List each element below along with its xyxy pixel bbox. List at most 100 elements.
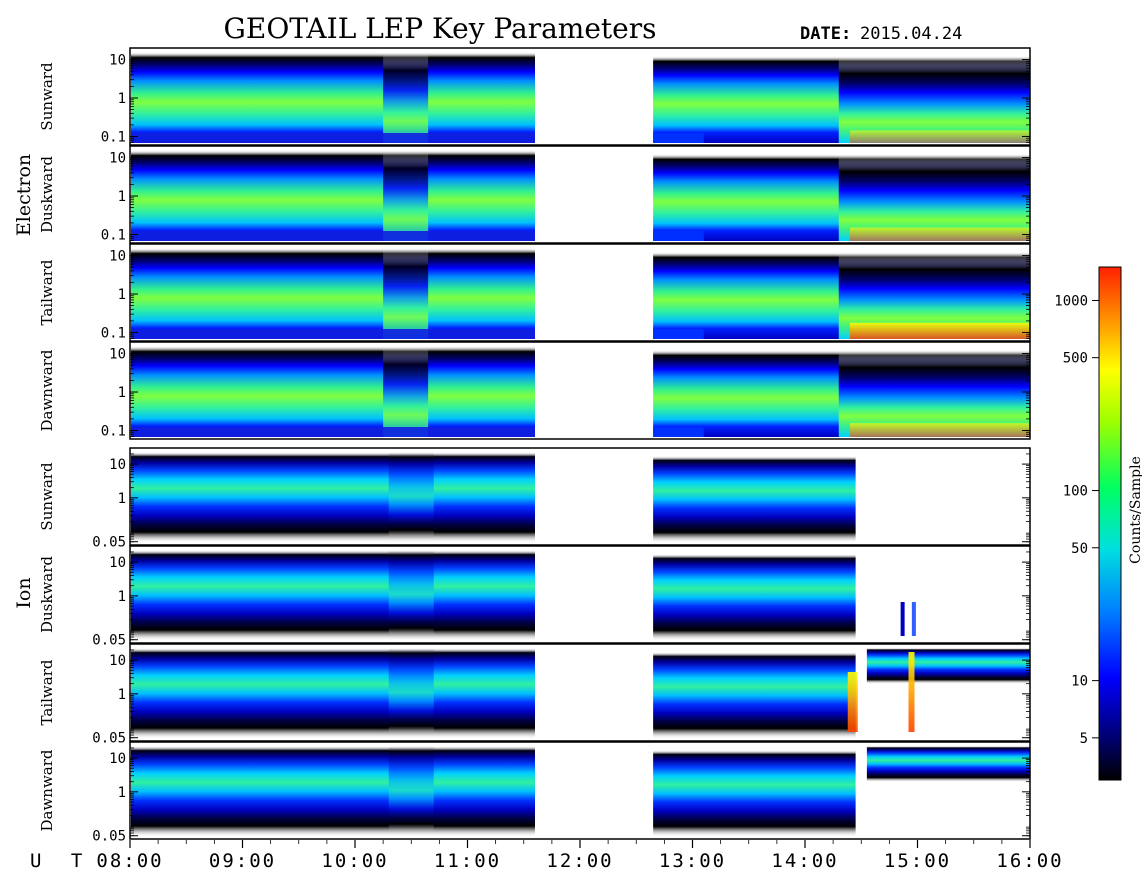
time-tick-label: 12:00 xyxy=(546,850,613,872)
energy-tick-label: 10 xyxy=(109,555,126,571)
colorbar-tick-label: 100 xyxy=(1063,484,1088,500)
high-energy-band xyxy=(866,648,1030,684)
direction-label: Duskward xyxy=(38,556,56,633)
low-energy-strip-2 xyxy=(653,329,704,339)
low-energy-strip xyxy=(131,427,535,437)
hot-flux-spike xyxy=(847,672,858,732)
colorbar-label: Counts/Sample xyxy=(1128,456,1142,564)
energy-tick-label: 1 xyxy=(118,491,126,507)
spectrogram-dip xyxy=(383,248,429,339)
colorbar-scale xyxy=(1098,266,1122,781)
low-energy-strip xyxy=(131,231,535,241)
date-label: DATE: xyxy=(800,24,851,44)
energy-tick-label: 1 xyxy=(118,91,126,107)
time-tick-label: 09:00 xyxy=(209,850,276,872)
time-tick-label: 14:00 xyxy=(771,850,838,872)
energy-tick-label: 10 xyxy=(109,249,126,265)
spectrogram-segment-1 xyxy=(131,52,535,143)
energy-tick-label: 0.1 xyxy=(101,227,126,243)
colorbar-tick-label: 500 xyxy=(1063,351,1088,367)
chart-title: GEOTAIL LEP Key Parameters xyxy=(224,12,657,45)
direction-label: Tailward xyxy=(38,259,56,325)
spectrogram-dip xyxy=(388,746,434,831)
panel-electron-duskward: 10 1 0.1 Duskward xyxy=(38,145,1031,244)
spectrogram-segment-1 xyxy=(131,452,535,543)
spectrogram-segment-3 xyxy=(838,350,1030,437)
energy-tick-label: 0.1 xyxy=(101,129,126,145)
colorbar-tick-label: 50 xyxy=(1071,541,1088,557)
direction-label: Duskward xyxy=(38,156,56,233)
direction-label: Sunward xyxy=(38,462,56,531)
date-value: 2015.04.24 xyxy=(860,24,962,44)
energy-tick-label: 1 xyxy=(118,287,126,303)
direction-label: Dawnward xyxy=(38,749,56,831)
energy-tick-label: 0.1 xyxy=(101,423,126,439)
energy-tick-label: 1 xyxy=(118,785,126,801)
energy-tick-label: 10 xyxy=(109,347,126,363)
hot-flux-spike-2 xyxy=(908,652,915,732)
spectrogram-dip xyxy=(388,452,434,537)
low-energy-strip xyxy=(131,329,535,339)
spectrogram-segment-2 xyxy=(653,456,856,543)
time-axis: U T 08:00 09:00 10:00 11:00 12:00 13:00 14:00 1… xyxy=(30,840,1063,872)
spectrogram-segment-1 xyxy=(131,150,535,241)
energy-tick-label: 10 xyxy=(109,653,126,669)
hot-flux-region xyxy=(850,227,1030,241)
panel-frame xyxy=(129,447,1031,546)
spectrogram-dip xyxy=(383,150,429,241)
direction-label: Tailward xyxy=(38,659,56,725)
energy-tick-label: 10 xyxy=(109,151,126,167)
spectrogram-dip xyxy=(383,346,429,437)
spectrogram-panels: 10 1 0.1 Sunward 10 1 0.1 Duskward 10 1 0.1 Tailwar… xyxy=(38,47,1031,845)
panel-ion-tailward: 10 1 0.05 Tailward xyxy=(38,643,1031,747)
panel-frame xyxy=(129,741,1031,840)
low-energy-strip xyxy=(131,133,535,143)
spectrogram-segment-1 xyxy=(131,550,535,641)
energy-tick-label: 1 xyxy=(118,385,126,401)
energy-tick-label: 10 xyxy=(109,53,126,69)
panel-frame xyxy=(129,145,1031,244)
colorbar-tick-label: 5 xyxy=(1080,731,1088,747)
hot-flux-region xyxy=(850,130,1030,143)
colorbar: Counts/Sample 1000 500 100 50 10 5 xyxy=(1054,266,1142,781)
panel-ion-duskward: 10 1 0.05 Duskward xyxy=(38,545,1031,649)
panel-electron-dawnward: 10 1 0.1 Dawnward xyxy=(38,341,1031,440)
hot-flux-region xyxy=(850,322,1030,339)
high-energy-band xyxy=(866,746,1030,782)
energy-tick-label: 10 xyxy=(109,457,126,473)
energy-tick-label: 0.1 xyxy=(101,325,126,341)
time-axis-prefix: U T xyxy=(30,850,91,872)
time-tick-label: 16:00 xyxy=(996,850,1063,872)
spectrogram-segment-1 xyxy=(131,746,535,837)
time-tick-label: 13:00 xyxy=(659,850,726,872)
panel-ion-dawnward: 10 1 0.05 Dawnward xyxy=(38,741,1031,845)
energy-tick-label: 1 xyxy=(118,687,126,703)
time-tick-label: 11:00 xyxy=(434,850,501,872)
panel-frame xyxy=(129,545,1031,644)
time-tick-label: 10:00 xyxy=(321,850,388,872)
time-tick-label: 15:00 xyxy=(884,850,951,872)
spectrogram-segment-2 xyxy=(653,750,856,837)
energy-tick-label: 0.05 xyxy=(92,829,126,845)
energy-tick-label: 1 xyxy=(118,589,126,605)
panel-ion-sunward: 10 1 0.05 Sunward xyxy=(38,447,1031,551)
spectrogram-segment-1 xyxy=(131,346,535,437)
direction-label: Sunward xyxy=(38,62,56,131)
panel-electron-tailward: 10 1 0.1 Tailward xyxy=(38,243,1031,342)
group-label-electron: Electron xyxy=(13,154,35,236)
energy-tick-label: 0.05 xyxy=(92,535,126,551)
panel-electron-sunward: 10 1 0.1 Sunward xyxy=(38,47,1031,146)
spectrogram-dip xyxy=(383,52,429,143)
spectrogram-dip xyxy=(388,550,434,635)
panel-frame xyxy=(129,341,1031,440)
spectrogram-segment-2 xyxy=(653,652,856,739)
panel-frame xyxy=(129,47,1031,146)
panel-frame xyxy=(129,643,1031,742)
group-label-ion: Ion xyxy=(13,577,35,608)
energy-tick-label: 0.05 xyxy=(92,633,126,649)
flux-spike xyxy=(900,602,905,636)
time-tick-label: 08:00 xyxy=(96,850,163,872)
spectrogram-segment-1 xyxy=(131,248,535,339)
colorbar-tick-label: 10 xyxy=(1071,674,1088,690)
